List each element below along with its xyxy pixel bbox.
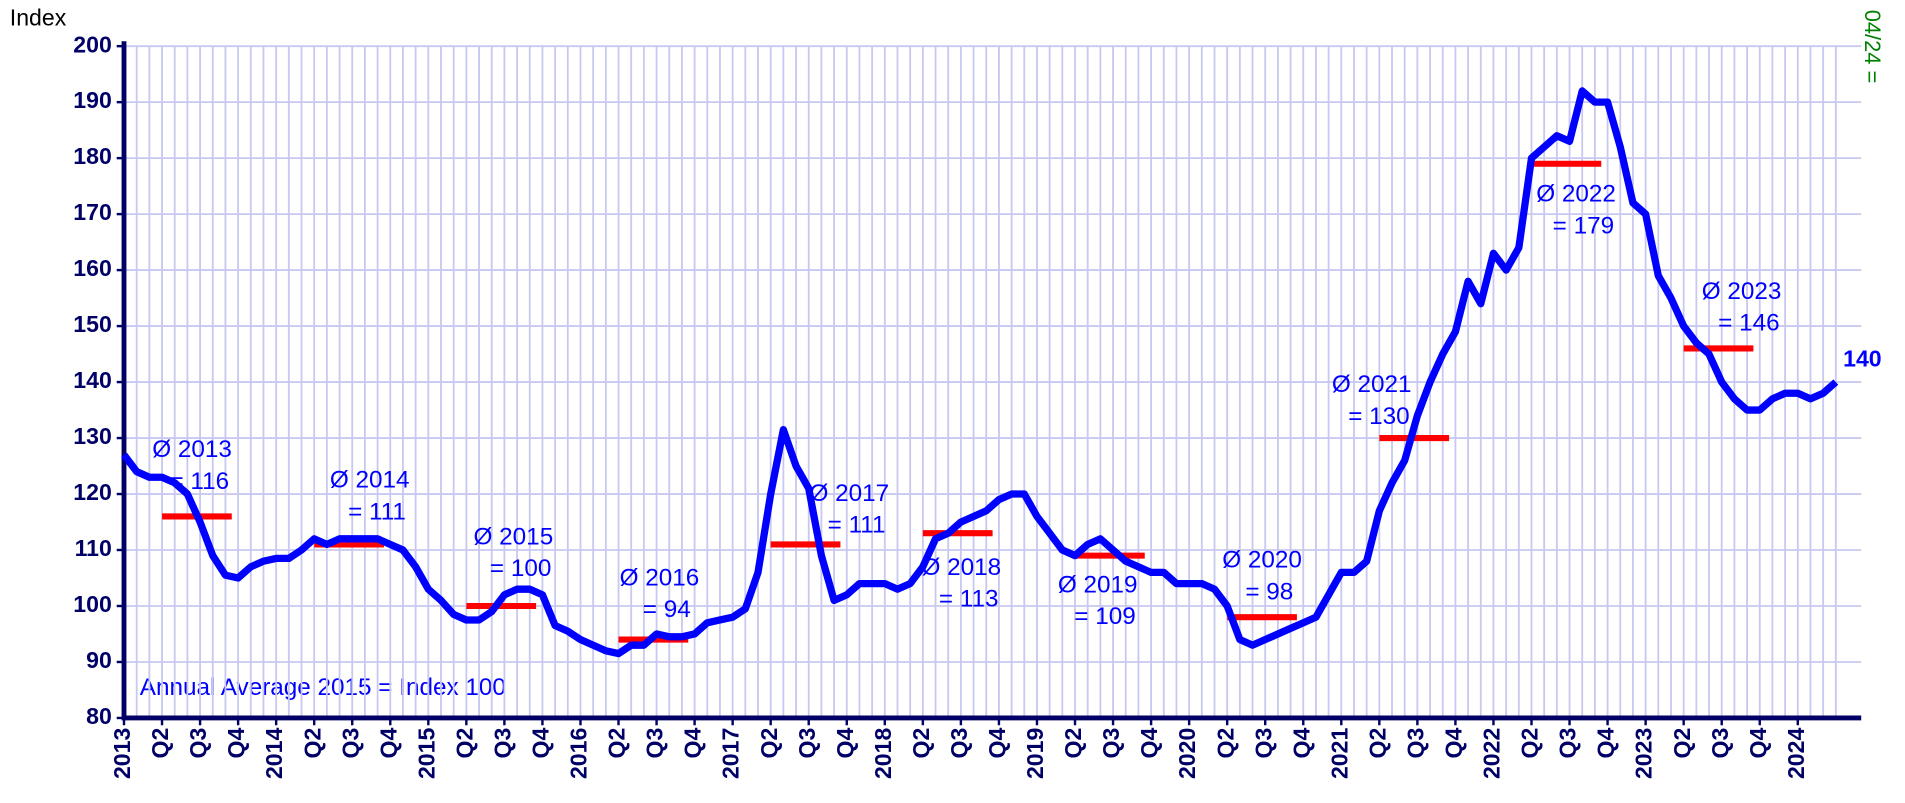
y-tick-label: 110 [75, 535, 112, 561]
x-tick-label: Q4 [680, 728, 706, 759]
average-label: Ø 2017 [809, 480, 889, 507]
x-tick-label: Q2 [147, 728, 173, 759]
x-tick-label: Q4 [1593, 728, 1619, 759]
x-tick-label: Q4 [1441, 728, 1467, 759]
x-tick-label: 2018 [870, 728, 896, 780]
x-tick-label: Q3 [1402, 728, 1428, 759]
x-tick-label: 2015 [413, 728, 439, 780]
x-tick-label: Q3 [489, 728, 515, 759]
x-tick-label: 2014 [261, 728, 287, 780]
x-tick-label: Q4 [528, 728, 554, 759]
average-label: Ø 2013 [152, 436, 232, 463]
x-tick-label: 2019 [1022, 728, 1048, 779]
x-tick-label: 2023 [1631, 728, 1657, 779]
note: Annual Average 2015 = Index 100 [140, 674, 506, 701]
x-tick-label: 2020 [1174, 728, 1200, 779]
y-tick-label: 170 [73, 199, 112, 225]
x-tick-label: Q4 [1136, 728, 1162, 759]
average-value-label: = 130 [1348, 403, 1409, 430]
average-label: Ø 2023 [1702, 278, 1782, 305]
x-tick-label: Q2 [451, 728, 477, 759]
x-tick-label: Q2 [756, 728, 782, 759]
average-label: Ø 2018 [922, 554, 1002, 581]
x-tick-label: Q3 [185, 728, 211, 759]
x-tick-label: 2013 [109, 728, 135, 779]
x-tick-label: Q3 [337, 728, 363, 759]
x-tick-label: Q3 [1098, 728, 1124, 759]
y-tick-label: 160 [73, 255, 112, 281]
y-tick-label: 130 [73, 423, 112, 449]
x-tick-label: 2022 [1479, 728, 1505, 779]
x-tick-label: Q2 [299, 728, 325, 759]
average-label: Ø 2016 [620, 564, 700, 591]
x-tick-label: Q4 [375, 728, 401, 759]
x-tick-label: Q4 [1745, 728, 1771, 759]
average-value-label: = 111 [348, 498, 406, 525]
average-label: Ø 2019 [1058, 571, 1138, 598]
x-tick-label: Q2 [604, 728, 630, 759]
x-tick-label: Q3 [946, 728, 972, 759]
y-tick-label: 90 [86, 647, 112, 673]
average-value-label: = 100 [490, 555, 551, 582]
average-label: Ø 2015 [474, 523, 554, 550]
date-label: 04/24 = [1860, 10, 1885, 84]
x-tick-label: Q3 [642, 728, 668, 759]
x-tick-label: Q2 [1364, 728, 1390, 759]
x-tick-label: Q3 [794, 728, 820, 759]
x-tick-label: Q4 [223, 728, 249, 759]
average-label: Ø 2020 [1222, 547, 1302, 574]
x-tick-label: Q4 [832, 728, 858, 759]
average-value-label: = 113 [939, 585, 999, 612]
y-tick-label: 80 [86, 703, 112, 729]
average-value-label: = 179 [1553, 212, 1614, 239]
average-value-label: = 109 [1074, 603, 1135, 630]
average-value-label: = 94 [643, 596, 691, 623]
average-label: Ø 2014 [330, 467, 410, 494]
average-value-label: = 111 [828, 512, 886, 539]
y-tick-label: 100 [73, 591, 112, 617]
x-tick-label: 2016 [566, 728, 592, 779]
y-tick-label: 140 [73, 367, 112, 393]
x-tick-label: Q4 [1288, 728, 1314, 759]
x-tick-label: Q4 [984, 728, 1010, 759]
y-tick-label: 190 [73, 87, 112, 113]
x-tick-label: 2024 [1783, 728, 1809, 780]
x-tick-label: Q2 [1517, 728, 1543, 759]
average-label: Ø 2021 [1332, 371, 1412, 398]
average-label: Ø 2022 [1536, 181, 1616, 208]
average-value-label: = 98 [1245, 578, 1293, 605]
end-value-label: 140 [1843, 345, 1882, 371]
x-tick-label: Q3 [1555, 728, 1581, 759]
y-tick-label: 150 [73, 311, 112, 337]
x-tick-label: 2021 [1326, 728, 1352, 780]
average-value-label: = 146 [1718, 310, 1779, 337]
x-tick-label: Q2 [1060, 728, 1086, 759]
y-tick-label: 200 [73, 31, 112, 57]
x-tick-label: 2017 [718, 728, 744, 779]
line [121, 87, 1839, 658]
y-axis-label: Index [10, 5, 67, 31]
x-tick-label: Q3 [1707, 728, 1733, 759]
y-tick-label: 180 [73, 143, 112, 169]
x-tick-label: Q2 [1212, 728, 1238, 759]
x-tick-label: Q2 [908, 728, 934, 759]
y-tick-label: 120 [73, 479, 112, 505]
x-tick-label: Q3 [1250, 728, 1276, 759]
x-tick-label: Q2 [1669, 728, 1695, 759]
